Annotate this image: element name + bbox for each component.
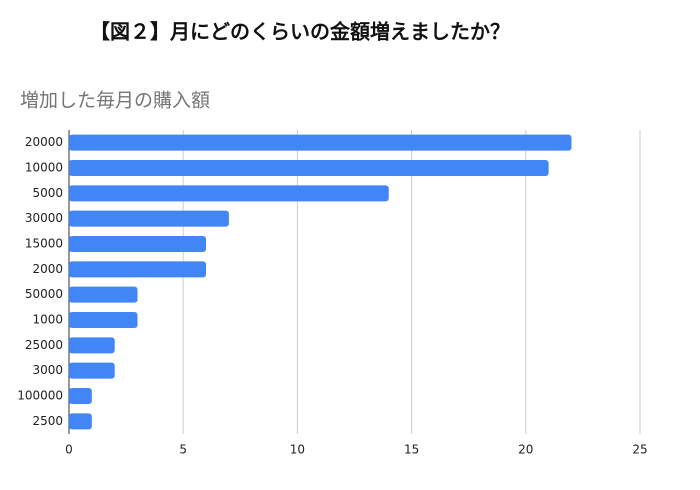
- y-tick-label: 100000: [17, 389, 63, 403]
- y-tick-label: 50000: [25, 287, 63, 301]
- x-tick-label: 5: [179, 443, 187, 457]
- bar: [69, 286, 138, 303]
- chart-title: 【図２】月にどのくらいの金額増えましたか？: [90, 20, 510, 44]
- y-tick-label: 1000: [32, 313, 63, 327]
- chart-subtitle: 増加した毎月の購入額: [20, 90, 210, 112]
- y-tick-label: 3000: [32, 363, 63, 377]
- x-tick-label: 15: [404, 443, 419, 457]
- y-tick-label: 30000: [25, 211, 63, 225]
- y-tick-label: 2000: [32, 262, 63, 276]
- bar: [69, 413, 92, 430]
- y-tick-label: 25000: [25, 338, 63, 352]
- bar: [69, 261, 207, 278]
- y-tick-label: 15000: [25, 237, 63, 251]
- x-tick-label: 0: [65, 443, 73, 457]
- x-tick-label: 10: [290, 443, 305, 457]
- bar: [69, 185, 389, 202]
- y-tick-label: 20000: [25, 135, 63, 149]
- bar: [69, 362, 115, 379]
- bar: [69, 388, 92, 404]
- x-tick-label: 20: [518, 443, 533, 457]
- y-tick-label: 5000: [32, 186, 63, 200]
- bar: [69, 134, 572, 151]
- bar: [69, 160, 549, 176]
- y-tick-label: 2500: [32, 414, 63, 428]
- bar: [69, 337, 115, 354]
- bar: [69, 236, 207, 252]
- x-tick-label: 25: [632, 443, 647, 457]
- bar: [69, 312, 138, 328]
- y-tick-label: 10000: [25, 161, 63, 175]
- bar: [69, 210, 229, 227]
